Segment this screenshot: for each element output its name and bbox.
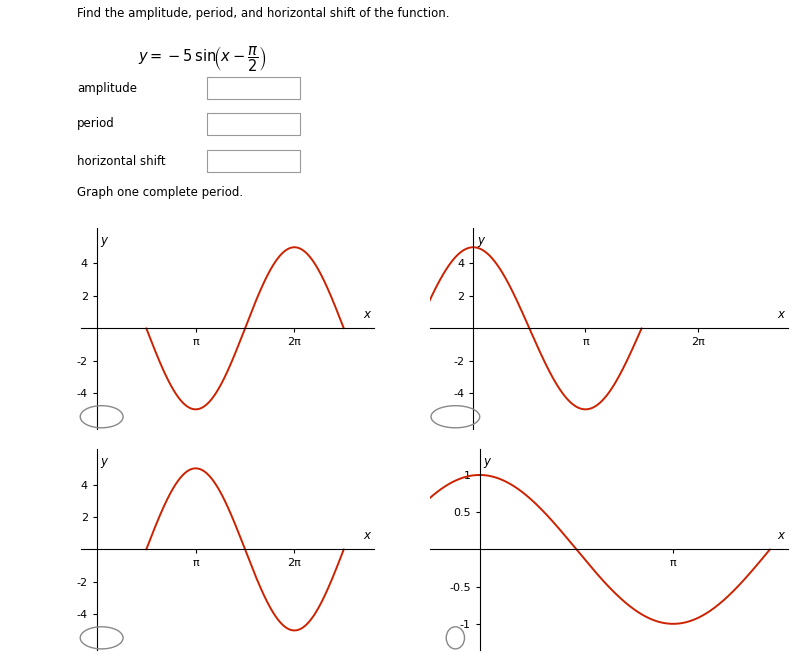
Text: y: y (100, 455, 107, 468)
Text: horizontal shift: horizontal shift (77, 155, 165, 168)
Text: $y = -5\,\mathrm{sin}\!\left(x - \dfrac{\pi}{2}\right)$: $y = -5\,\mathrm{sin}\!\left(x - \dfrac{… (138, 44, 266, 74)
Text: amplitude: amplitude (77, 82, 137, 95)
Text: x: x (363, 308, 370, 322)
Text: y: y (483, 455, 490, 468)
Text: y: y (100, 234, 107, 247)
FancyBboxPatch shape (207, 113, 300, 135)
Text: x: x (776, 308, 783, 322)
Text: Graph one complete period.: Graph one complete period. (77, 186, 243, 199)
Text: x: x (363, 529, 370, 543)
FancyBboxPatch shape (207, 77, 300, 99)
Text: Find the amplitude, period, and horizontal shift of the function.: Find the amplitude, period, and horizont… (77, 7, 449, 19)
Text: y: y (476, 234, 483, 247)
FancyBboxPatch shape (207, 150, 300, 172)
Text: x: x (776, 529, 783, 543)
Text: period: period (77, 117, 114, 131)
